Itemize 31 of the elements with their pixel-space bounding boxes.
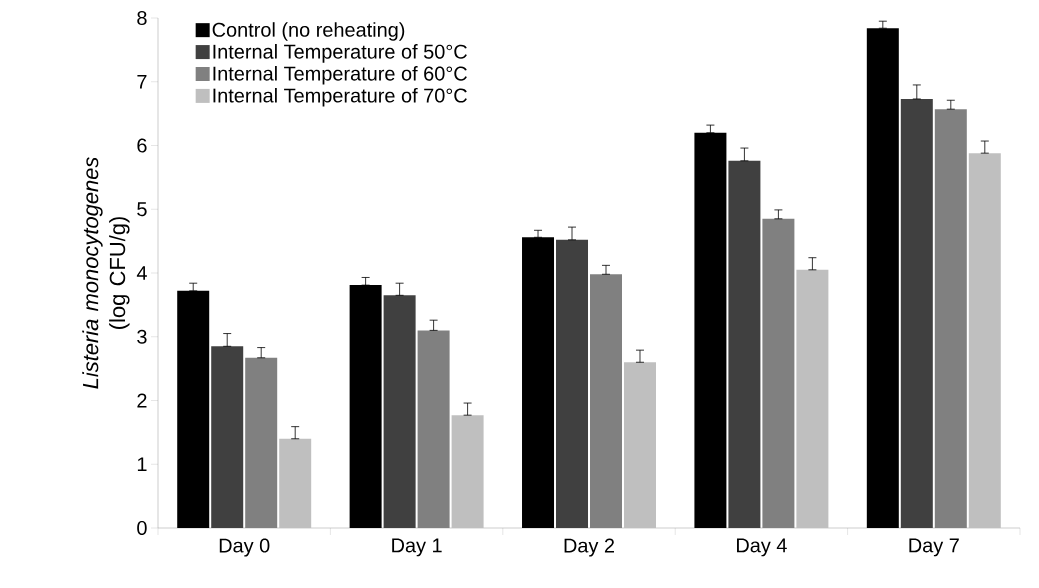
bar [623, 362, 656, 528]
y-axis-title: Listeria monocytogenes (log CFU/g) [82, 157, 130, 389]
bar [349, 285, 382, 528]
y-tick-label: 3 [137, 329, 147, 344]
y-tick-label: 4 [136, 266, 147, 280]
y-tick-label: 7 [137, 74, 147, 89]
legend-label: Control (no reheating) [212, 22, 405, 41]
y-tick-label: 0 [137, 520, 147, 536]
y-tick-label: 8 [137, 10, 147, 26]
y-tick-label: 1 [137, 457, 147, 472]
x-tick-label: Day 7 [909, 538, 959, 557]
bar [728, 160, 761, 528]
bar [556, 239, 589, 528]
y-tick-label: 6 [137, 138, 147, 153]
x-tick-label: Day 4 [737, 538, 787, 557]
x-tick-label: Day 0 [219, 538, 270, 557]
bar [796, 269, 829, 528]
legend-label: Internal Temperature of 50°C [213, 44, 467, 63]
bar [177, 290, 210, 528]
bar [279, 438, 312, 528]
bar [211, 346, 244, 528]
bar [900, 98, 933, 528]
bar [451, 415, 484, 528]
y-tick-label: 5 [137, 202, 147, 217]
bar [383, 295, 416, 528]
x-tick-label: Day 1 [392, 538, 442, 557]
x-tick-label: Day 2 [564, 538, 614, 557]
y-tick-label: 2 [137, 393, 147, 408]
legend-label: Internal Temperature of 60°C [213, 66, 467, 85]
legend-label: Internal Temperature of 70°C [213, 87, 467, 107]
bar [968, 153, 1001, 528]
